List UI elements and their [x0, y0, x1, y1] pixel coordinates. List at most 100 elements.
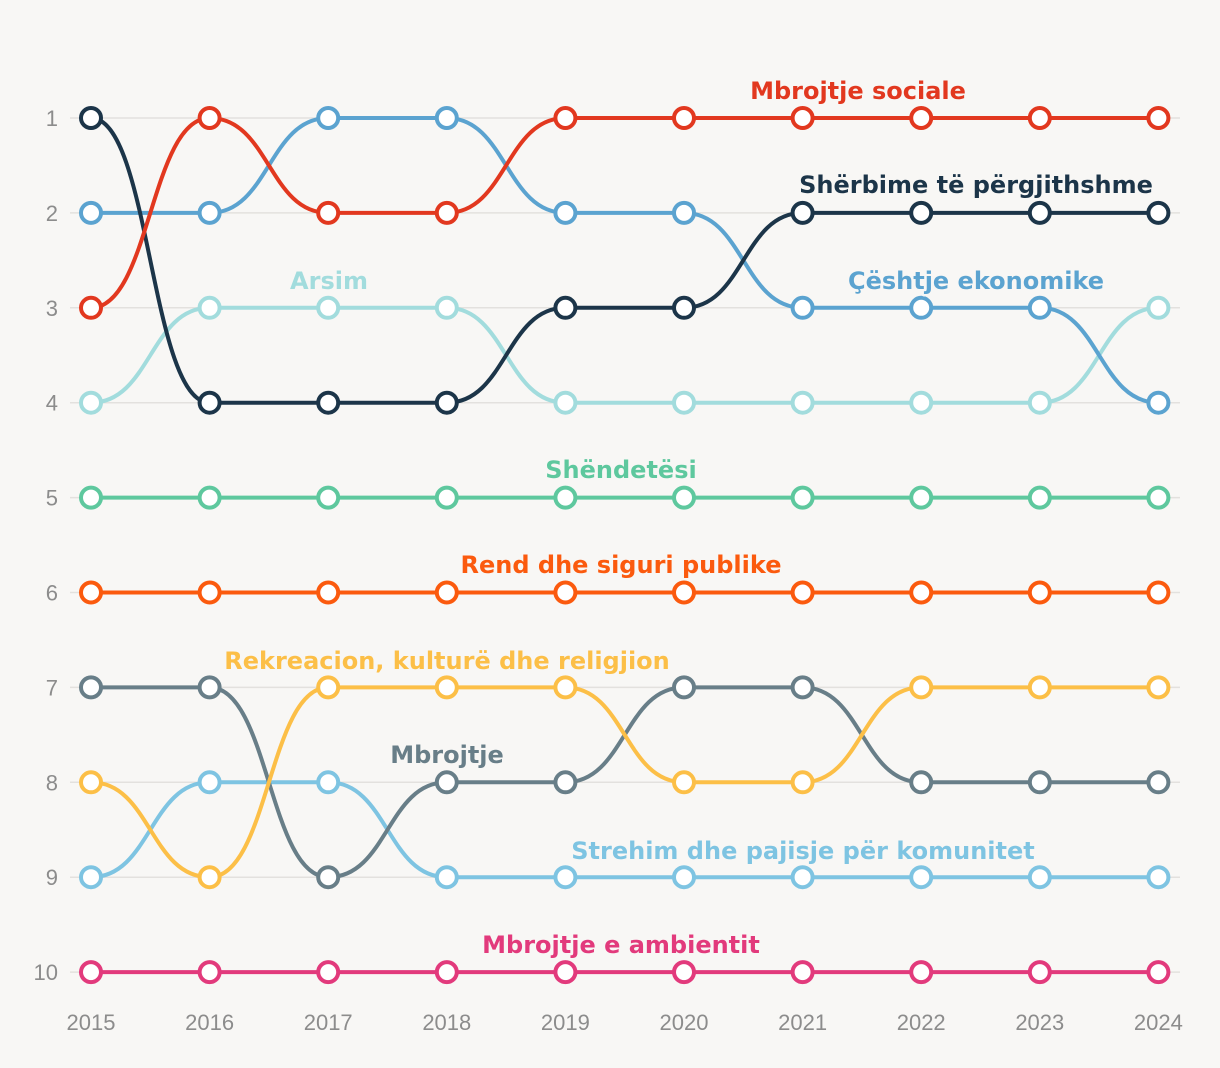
y-tick-label: 6 — [46, 581, 58, 606]
data-point — [672, 485, 696, 510]
data-point — [1146, 106, 1171, 130]
data-point — [434, 960, 459, 985]
data-point — [197, 200, 222, 225]
data-point — [672, 865, 696, 890]
data-point — [553, 580, 578, 605]
data-point — [1027, 106, 1052, 130]
data-point — [79, 675, 103, 700]
y-tick-label: 10 — [34, 960, 58, 985]
data-point — [672, 580, 696, 605]
data-point — [672, 390, 696, 415]
series-rend-dhe-siguri-publike — [79, 580, 1171, 605]
y-tick-label: 4 — [46, 391, 58, 416]
data-point — [909, 485, 934, 510]
data-point — [553, 295, 578, 320]
data-point — [553, 485, 578, 510]
data-point — [79, 770, 103, 795]
x-tick-label: 2023 — [1015, 1010, 1064, 1035]
series-label-mbrojtje-e-ambientit: Mbrojtje e ambientit — [482, 931, 760, 959]
y-tick-label: 3 — [46, 296, 58, 321]
data-point — [316, 580, 341, 605]
y-axis: 1 2 3 4 5 6 7 8 9 10 — [34, 106, 58, 985]
x-tick-label: 2017 — [304, 1010, 353, 1035]
series-label-arsim: Arsim — [290, 267, 368, 295]
x-tick-label: 2015 — [67, 1010, 116, 1035]
series-mbrojtje-sociale — [79, 106, 1171, 320]
data-point — [79, 390, 103, 415]
series-arsim — [79, 295, 1171, 415]
y-tick-label: 2 — [46, 201, 58, 226]
series-line — [89, 115, 1161, 405]
data-point — [909, 106, 934, 130]
data-point — [434, 675, 459, 700]
data-point — [553, 675, 578, 700]
data-point — [197, 295, 222, 320]
series-label-mbrojtje-sociale: Mbrojtje sociale — [750, 77, 966, 105]
data-point — [197, 580, 222, 605]
data-point — [197, 106, 222, 130]
data-point — [909, 580, 934, 605]
x-axis: 2015 2016 2017 2018 2019 2020 2021 2022 2023 2024 — [67, 1010, 1183, 1035]
data-point — [316, 200, 341, 225]
series-line — [89, 116, 1161, 405]
data-point — [672, 770, 696, 795]
data-point — [1027, 865, 1052, 890]
x-tick-label: 2021 — [778, 1010, 827, 1035]
data-point — [434, 106, 459, 130]
data-point — [1027, 200, 1052, 225]
series-label-sherbime-te-pergjithshme: Shërbime të përgjithshme — [799, 171, 1153, 199]
data-point — [434, 865, 459, 890]
series-group — [79, 106, 1171, 985]
data-point — [434, 485, 459, 510]
series-line — [89, 780, 1161, 880]
data-point — [790, 485, 815, 510]
data-point — [1027, 485, 1052, 510]
data-point — [79, 960, 103, 985]
series-label-mbrojtje: Mbrojtje — [390, 741, 504, 769]
data-point — [434, 770, 459, 795]
data-point — [1146, 580, 1171, 605]
data-point — [434, 200, 459, 225]
data-point — [316, 770, 341, 795]
x-tick-label: 2020 — [660, 1010, 709, 1035]
data-point — [197, 390, 222, 415]
series-label-shendetesi: Shëndetësi — [545, 456, 696, 484]
data-point — [909, 390, 934, 415]
data-point — [1146, 200, 1171, 225]
data-point — [1146, 390, 1171, 415]
data-point — [553, 106, 578, 130]
data-point — [316, 485, 341, 510]
data-point — [553, 865, 578, 890]
x-tick-label: 2022 — [897, 1010, 946, 1035]
x-tick-label: 2019 — [541, 1010, 590, 1035]
data-point — [316, 106, 341, 130]
data-point — [197, 770, 222, 795]
data-point — [790, 390, 815, 415]
data-point — [909, 770, 934, 795]
y-tick-label: 5 — [46, 486, 58, 511]
data-point — [790, 200, 815, 225]
data-point — [79, 106, 103, 130]
data-point — [553, 200, 578, 225]
data-point — [1027, 770, 1052, 795]
data-point — [197, 960, 222, 985]
data-point — [316, 960, 341, 985]
y-tick-label: 1 — [46, 106, 58, 131]
series-rekreacion-kulture-dhe-religjion — [79, 675, 1171, 890]
series-label-ceshtje-ekonomike: Çështje ekonomike — [848, 267, 1104, 295]
data-point — [316, 865, 341, 890]
data-point — [1146, 485, 1171, 510]
data-point — [672, 295, 696, 320]
data-point — [434, 390, 459, 415]
data-point — [790, 770, 815, 795]
data-point — [79, 485, 103, 510]
data-point — [909, 295, 934, 320]
data-point — [553, 770, 578, 795]
data-point — [672, 106, 696, 130]
data-point — [197, 865, 222, 890]
data-point — [197, 675, 222, 700]
data-point — [316, 295, 341, 320]
series-shendetesi — [79, 485, 1171, 510]
series-mbrojtje — [79, 675, 1171, 890]
data-point — [79, 865, 103, 890]
